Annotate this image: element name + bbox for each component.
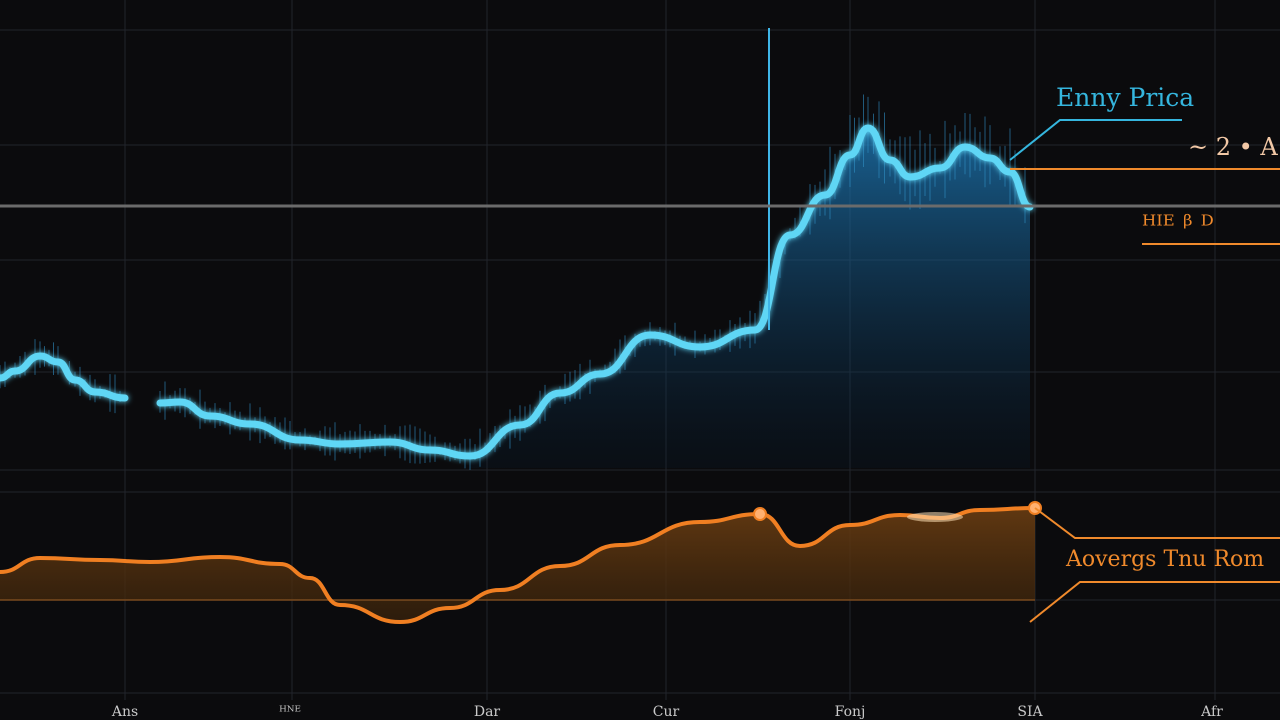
average-leader-bottom: [1029, 581, 1280, 623]
entry-price-label: Enny Prica: [1056, 83, 1194, 112]
entry-price-leader: [1009, 119, 1182, 161]
x-tick-label: ᴴᴺᴱ: [279, 704, 301, 720]
average-marker-1: [753, 507, 767, 521]
average-area: [0, 508, 1035, 622]
average-annotation: Aovergs Tnu Rom: [1029, 507, 1280, 623]
x-tick-label: Fonj: [835, 704, 866, 720]
average-leader-top: [1034, 507, 1280, 539]
x-axis-ticks: Ans ᴴᴺᴱ Dar Cur Fonj SIA Afr: [111, 704, 1223, 720]
x-tick-label: SIA: [1017, 704, 1043, 720]
x-tick-label: Cur: [653, 704, 680, 720]
average-label: Aovergs Tnu Rom: [1065, 547, 1264, 572]
average-line: [0, 506, 1036, 625]
x-tick-label: Afr: [1200, 704, 1223, 720]
price-area: [470, 128, 1030, 468]
average-highlight: [907, 512, 963, 522]
mid-right-label: ᴴᴵᴱ ᵝ ᴰ: [1142, 211, 1214, 241]
x-tick-label: Dar: [474, 704, 501, 720]
price-series: [0, 28, 1034, 470]
price-line-segment-1: [0, 352, 129, 402]
upper-right-label: ~ 2 • A: [1188, 133, 1278, 161]
x-tick-label: Ans: [111, 704, 138, 720]
upper-right-annotation: ~ 2 • A: [1010, 133, 1280, 170]
entry-price-annotation: Enny Prica: [1009, 83, 1194, 161]
price-line-segment-2: [156, 124, 1034, 460]
average-series: [0, 501, 1042, 625]
mid-right-annotation: ᴴᴵᴱ ᵝ ᴰ: [1142, 211, 1280, 245]
